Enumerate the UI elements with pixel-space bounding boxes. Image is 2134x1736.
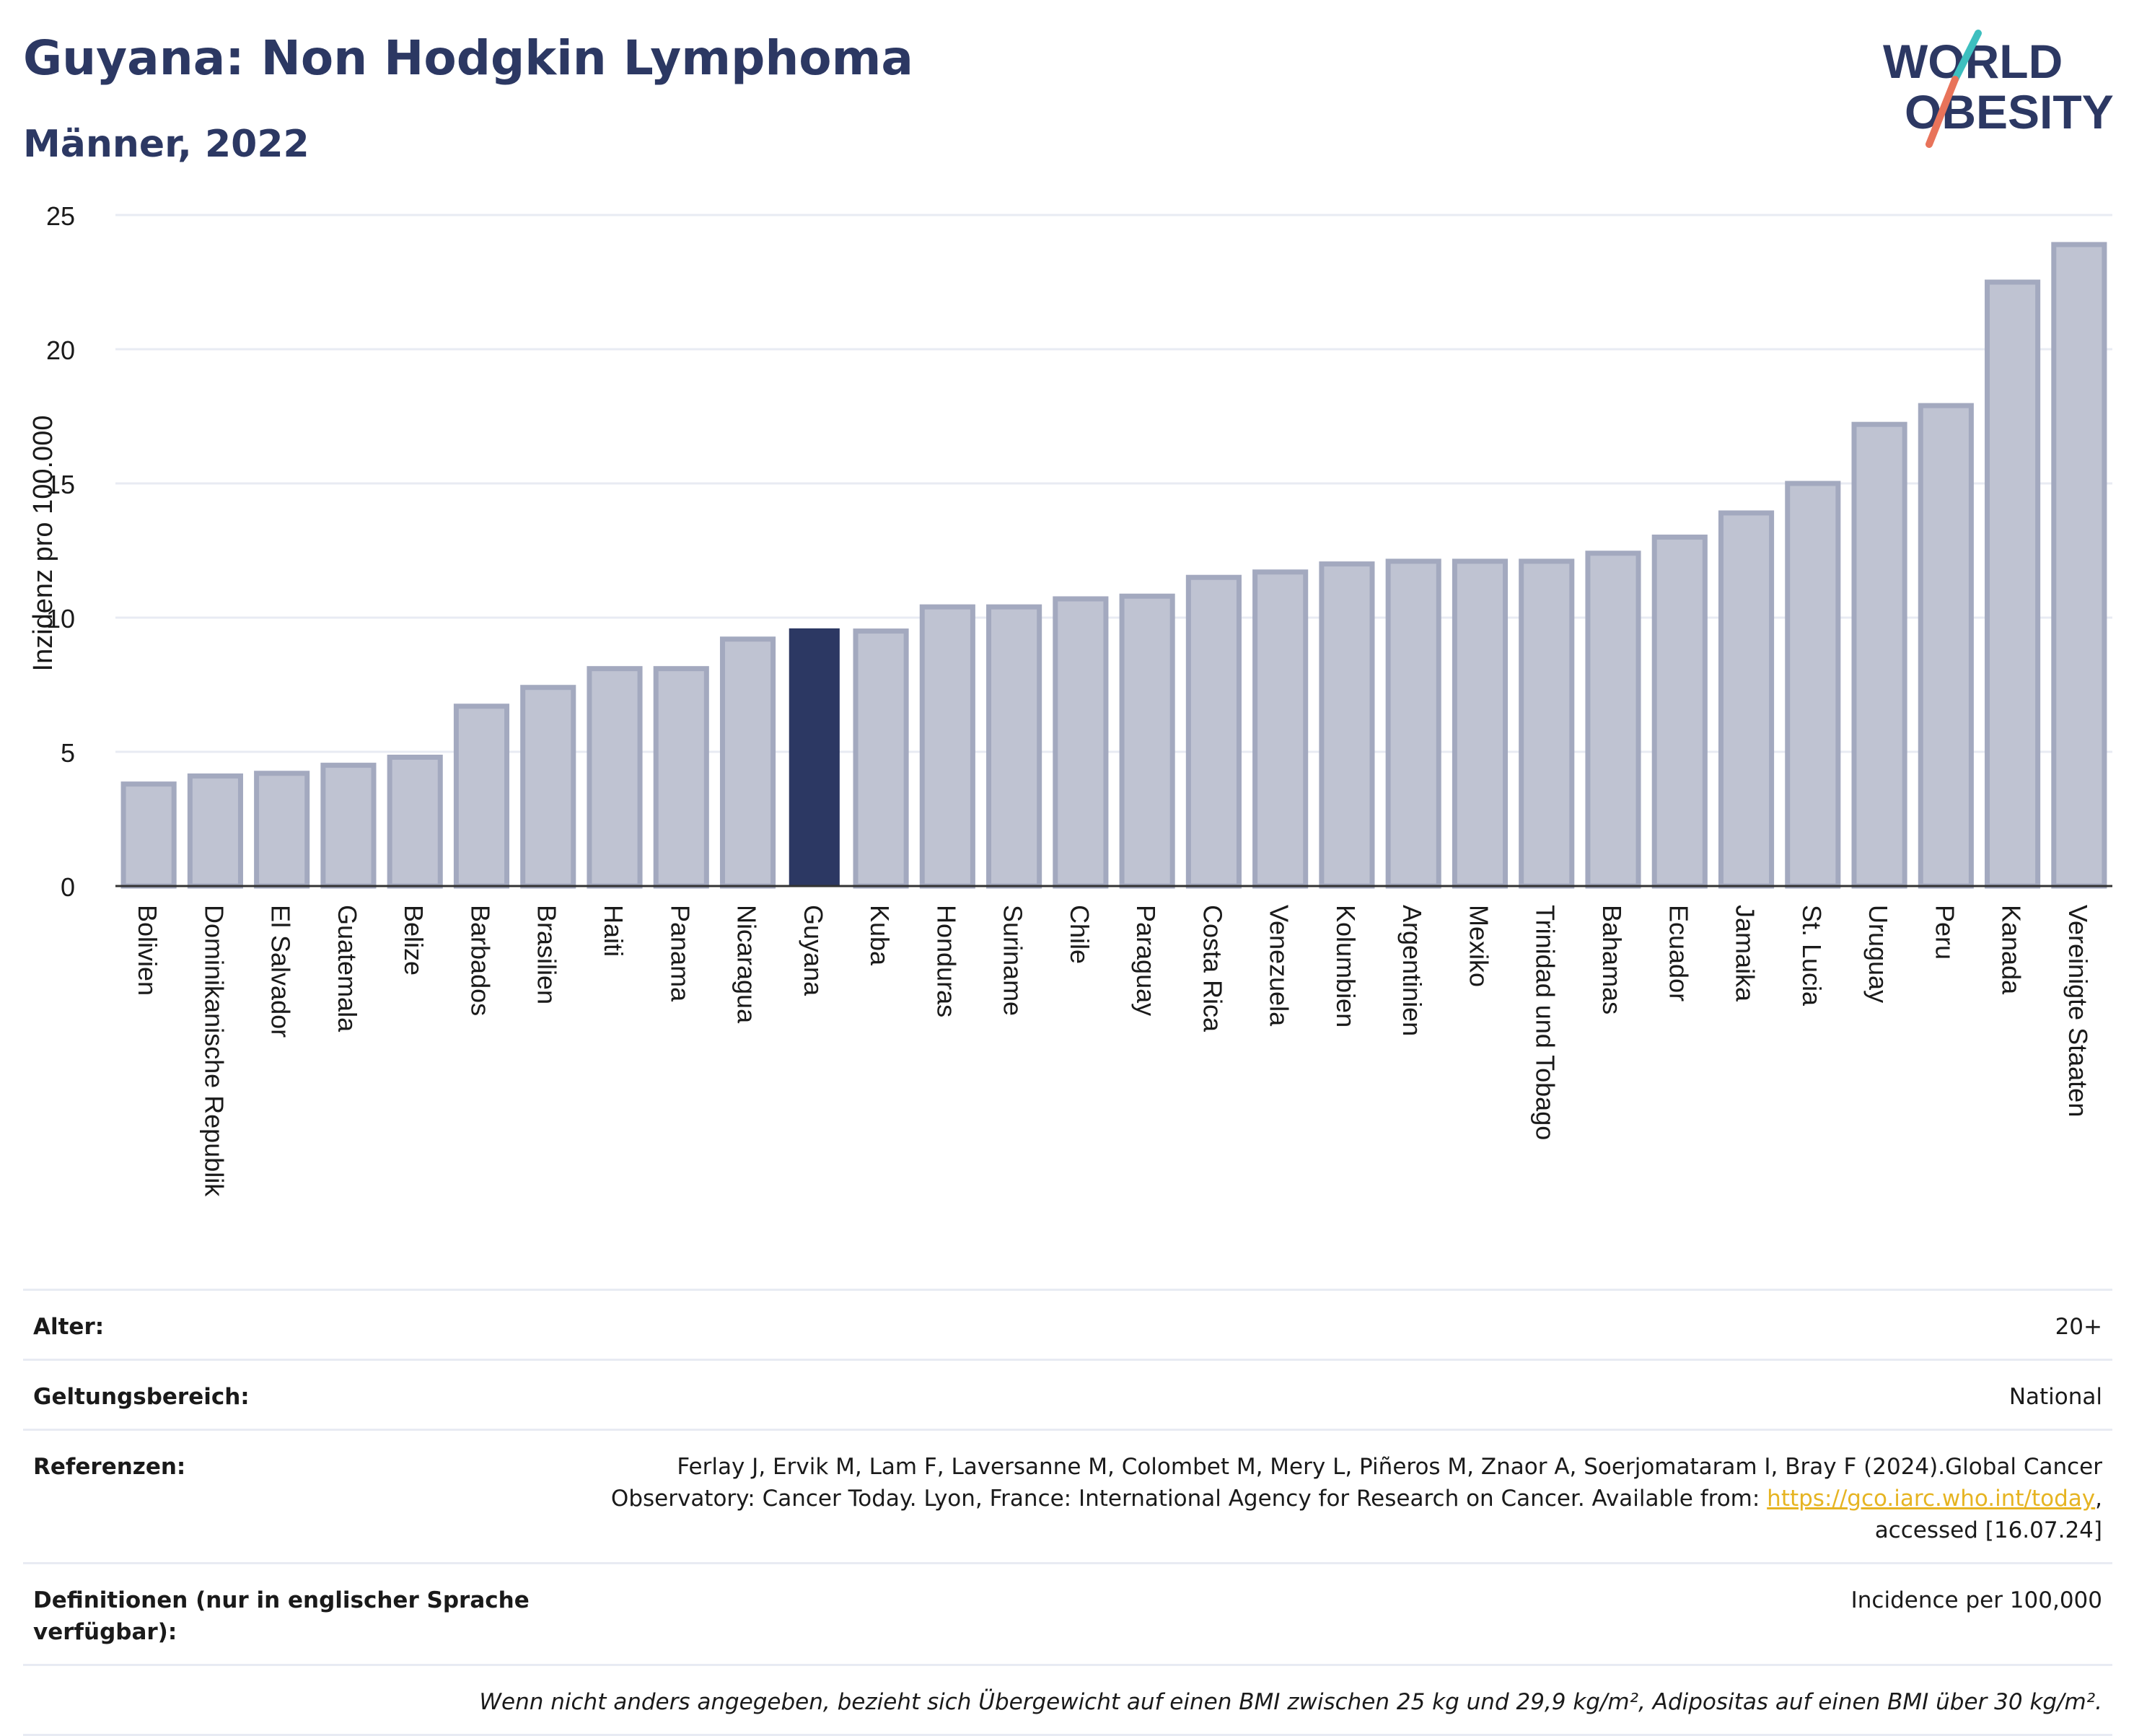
- info-table: Alter: 20+ Geltungsbereich: National Ref…: [23, 1289, 2112, 1736]
- age-value: 20+: [2055, 1314, 2102, 1340]
- bar-highlight: [789, 628, 840, 886]
- x-tick-label: Chile: [1065, 905, 1094, 964]
- x-tick-label: El Salvador: [266, 905, 296, 1038]
- x-tick-label: Costa Rica: [1198, 905, 1227, 1033]
- x-tick-label: Uruguay: [1863, 905, 1893, 1003]
- x-tick-label: Guyana: [799, 905, 828, 996]
- x-tick-label: Dominikanische Republik: [199, 905, 229, 1197]
- bar: [1918, 403, 1974, 889]
- y-tick-label: 5: [61, 738, 75, 768]
- logo-slash-top: [1951, 30, 1982, 83]
- bar: [1119, 593, 1175, 889]
- reference-text-4: accessed [16.07.24]: [1874, 1517, 2102, 1543]
- x-tick-label: Nicaragua: [732, 905, 762, 1024]
- reference-text-1: Ferlay J, Ervik M, Lam F, Laversanne M, …: [677, 1454, 2102, 1480]
- bar-chart: 0 5 10 15 20 25 Bolivien Dominikanische Republ…: [28, 201, 2112, 1197]
- footnote: Wenn nicht anders angegeben, bezieht sic…: [479, 1689, 2102, 1715]
- bar: [587, 666, 643, 889]
- info-row-note: Wenn nicht anders angegeben, bezieht sic…: [23, 1664, 2112, 1736]
- x-tick-label: Brasilien: [532, 905, 562, 1004]
- info-row-references: Referenzen: Ferlay J, Ervik M, Lam F, La…: [23, 1429, 2112, 1562]
- chart-title: Guyana: Non Hodgkin Lymphoma: [23, 30, 913, 86]
- reference-link[interactable]: https://gco.iarc.who.int/today: [1767, 1486, 2096, 1512]
- bar: [853, 628, 909, 889]
- x-tick-label: Belize: [399, 905, 429, 976]
- x-tick-label: Panama: [665, 905, 695, 1002]
- bar: [320, 763, 377, 889]
- bars: [120, 242, 2107, 889]
- chart-subtitle: Männer, 2022: [23, 123, 309, 166]
- x-tick-label: Barbados: [465, 905, 495, 1016]
- bar: [1985, 279, 2041, 889]
- x-tick-label: Bahamas: [1597, 905, 1627, 1014]
- y-tick-label: 10: [46, 604, 75, 634]
- bar: [453, 703, 510, 889]
- bar: [1385, 558, 1441, 889]
- x-tick-label: Paraguay: [1131, 905, 1161, 1016]
- bar: [1319, 561, 1375, 889]
- x-tick-label: Mexiko: [1464, 905, 1493, 987]
- bar: [1785, 481, 1841, 889]
- bar: [2051, 242, 2107, 889]
- info-row-age: Alter: 20+: [23, 1289, 2112, 1359]
- age-label: Alter:: [33, 1314, 105, 1340]
- y-tick-label: 25: [46, 201, 75, 231]
- y-axis-label: Inzidenz pro 100.000: [28, 416, 58, 672]
- logo-slash-bottom: [1926, 76, 1959, 148]
- x-tick-label: Suriname: [998, 905, 1028, 1016]
- scope-value: National: [2008, 1384, 2102, 1410]
- bar: [187, 773, 243, 889]
- world-obesity-logo: WORLD OBESITY: [1883, 30, 2114, 148]
- definitions-label: Definitionen (nur in englischer Sprache …: [33, 1587, 530, 1645]
- x-tick-label: Guatemala: [333, 905, 362, 1033]
- scope-label: Geltungsbereich:: [33, 1384, 250, 1410]
- y-tick-label: 20: [46, 336, 75, 365]
- bar: [653, 666, 709, 889]
- bar: [1851, 421, 1907, 889]
- bar: [1185, 574, 1242, 889]
- x-tick-label: Honduras: [931, 905, 961, 1017]
- bar: [1053, 596, 1109, 889]
- x-tick-label: Jamaika: [1731, 905, 1760, 1002]
- bar: [1585, 551, 1641, 889]
- gridlines: [115, 214, 2112, 753]
- x-tick-label: Kanada: [1997, 905, 2027, 995]
- x-axis-ticks: Bolivien Dominikanische Republik El Salvad…: [133, 905, 2093, 1197]
- x-tick-label: Trinidad und Tobago: [1531, 905, 1560, 1140]
- x-tick-label: Kuba: [865, 905, 895, 966]
- reference-text-3: ,: [2095, 1486, 2102, 1512]
- bar: [919, 604, 975, 889]
- x-tick-label: Bolivien: [133, 905, 162, 996]
- x-tick-label: Peru: [1930, 905, 1959, 960]
- x-tick-label: Kolumbien: [1331, 905, 1361, 1027]
- y-tick-label: 0: [61, 872, 75, 902]
- bar: [1651, 534, 1708, 889]
- reference-text-2: Observatory: Cancer Today. Lyon, France:…: [610, 1486, 1768, 1512]
- bar: [387, 754, 443, 889]
- x-tick-label: Vereinigte Staaten: [2063, 905, 2093, 1117]
- bar: [1252, 569, 1309, 889]
- references-label: Referenzen:: [33, 1454, 186, 1480]
- bar: [254, 771, 310, 889]
- info-row-scope: Geltungsbereich: National: [23, 1359, 2112, 1429]
- y-axis-ticks: 0 5 10 15 20 25: [46, 201, 75, 902]
- definitions-value: Incidence per 100,000: [1850, 1587, 2102, 1613]
- references-value: Ferlay J, Ervik M, Lam F, Laversanne M, …: [538, 1451, 2102, 1546]
- bar: [120, 781, 177, 889]
- info-row-definitions: Definitionen (nur in englischer Sprache …: [23, 1562, 2112, 1664]
- bar: [1718, 510, 1775, 889]
- x-tick-label: St. Lucia: [1797, 905, 1827, 1007]
- bar: [520, 685, 576, 889]
- y-tick-label: 15: [46, 470, 75, 499]
- x-tick-label: Argentinien: [1397, 905, 1427, 1036]
- bar: [719, 636, 776, 889]
- x-tick-label: Ecuador: [1664, 905, 1693, 1001]
- x-tick-label: Haiti: [599, 905, 628, 957]
- x-tick-label: Venezuela: [1265, 905, 1294, 1027]
- bar: [1452, 558, 1509, 889]
- bar: [986, 604, 1042, 889]
- bar: [1519, 558, 1575, 889]
